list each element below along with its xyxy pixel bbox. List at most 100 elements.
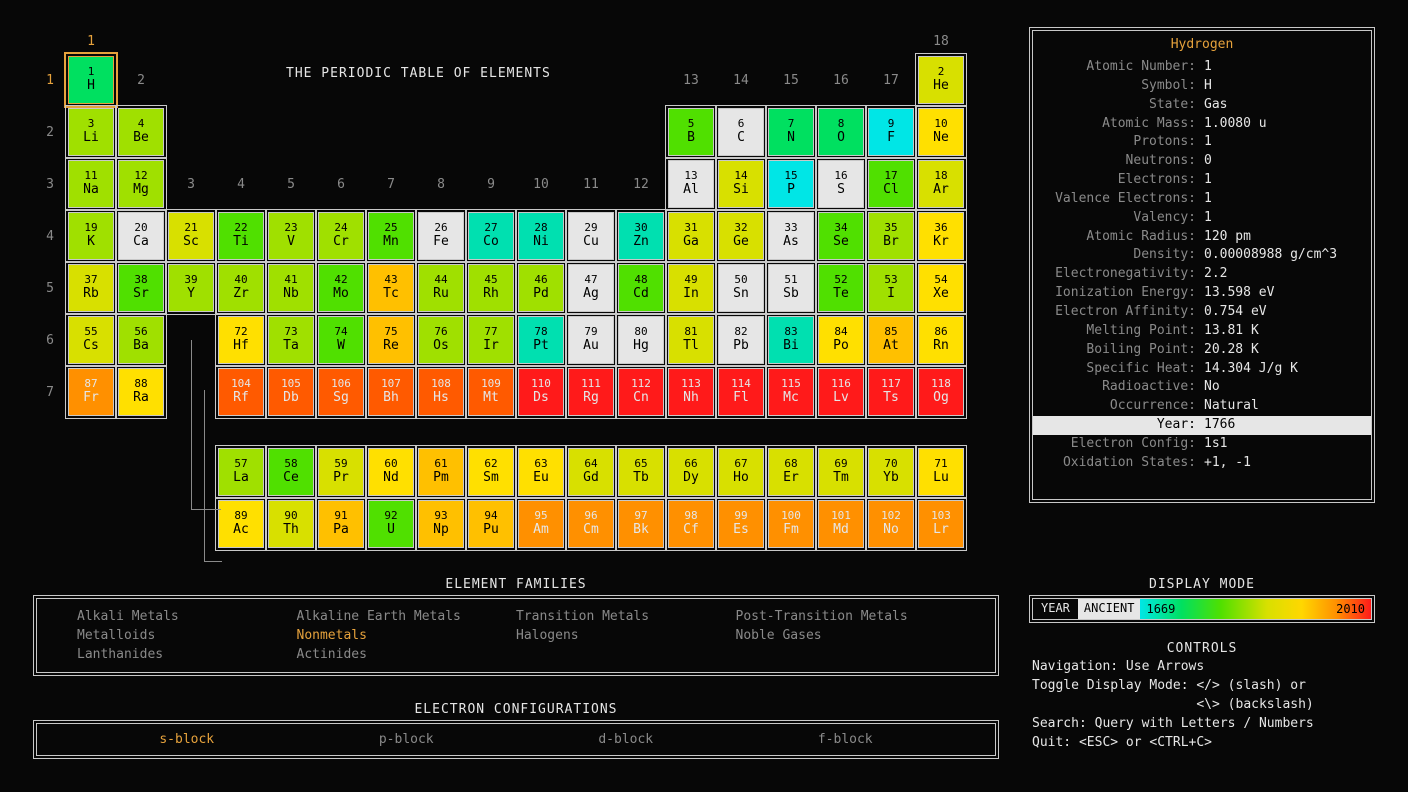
element-I[interactable]: 53I bbox=[868, 264, 914, 312]
element-Cf[interactable]: 98Cf bbox=[668, 500, 714, 548]
element-Sc[interactable]: 21Sc bbox=[168, 212, 214, 260]
element-Gd[interactable]: 64Gd bbox=[568, 448, 614, 496]
element-Ga[interactable]: 31Ga bbox=[668, 212, 714, 260]
element-Mt[interactable]: 109Mt bbox=[468, 368, 514, 416]
element-Xe[interactable]: 54Xe bbox=[918, 264, 964, 312]
element-Ca[interactable]: 20Ca bbox=[118, 212, 164, 260]
element-Rg[interactable]: 111Rg bbox=[568, 368, 614, 416]
econf-p-block[interactable]: p-block bbox=[297, 732, 517, 747]
family-halogens[interactable]: Halogens bbox=[516, 628, 736, 643]
element-K[interactable]: 19K bbox=[68, 212, 114, 260]
element-Rh[interactable]: 45Rh bbox=[468, 264, 514, 312]
element-Lv[interactable]: 116Lv bbox=[818, 368, 864, 416]
element-Mc[interactable]: 115Mc bbox=[768, 368, 814, 416]
element-Og[interactable]: 118Og bbox=[918, 368, 964, 416]
element-Mg[interactable]: 12Mg bbox=[118, 160, 164, 208]
element-Nb[interactable]: 41Nb bbox=[268, 264, 314, 312]
element-Ni[interactable]: 28Ni bbox=[518, 212, 564, 260]
element-Kr[interactable]: 36Kr bbox=[918, 212, 964, 260]
element-Tm[interactable]: 69Tm bbox=[818, 448, 864, 496]
element-Os[interactable]: 76Os bbox=[418, 316, 464, 364]
element-Dy[interactable]: 66Dy bbox=[668, 448, 714, 496]
element-In[interactable]: 49In bbox=[668, 264, 714, 312]
element-Ba[interactable]: 56Ba bbox=[118, 316, 164, 364]
element-S[interactable]: 16S bbox=[818, 160, 864, 208]
element-V[interactable]: 23V bbox=[268, 212, 314, 260]
element-Ti[interactable]: 22Ti bbox=[218, 212, 264, 260]
element-Sg[interactable]: 106Sg bbox=[318, 368, 364, 416]
econf-d-block[interactable]: d-block bbox=[516, 732, 736, 747]
element-Zn[interactable]: 30Zn bbox=[618, 212, 664, 260]
element-Hf[interactable]: 72Hf bbox=[218, 316, 264, 364]
element-Pb[interactable]: 82Pb bbox=[718, 316, 764, 364]
element-Pt[interactable]: 78Pt bbox=[518, 316, 564, 364]
element-Ge[interactable]: 32Ge bbox=[718, 212, 764, 260]
element-Nh[interactable]: 113Nh bbox=[668, 368, 714, 416]
family-nonmetals[interactable]: Nonmetals bbox=[297, 628, 517, 643]
element-Np[interactable]: 93Np bbox=[418, 500, 464, 548]
display-mode-bar[interactable]: YEAR ANCIENT 1669 2010 bbox=[1032, 598, 1372, 620]
family-alkaline-earth-metals[interactable]: Alkaline Earth Metals bbox=[297, 609, 517, 624]
element-Sm[interactable]: 62Sm bbox=[468, 448, 514, 496]
element-Sb[interactable]: 51Sb bbox=[768, 264, 814, 312]
element-Au[interactable]: 79Au bbox=[568, 316, 614, 364]
element-Ir[interactable]: 77Ir bbox=[468, 316, 514, 364]
element-No[interactable]: 102No bbox=[868, 500, 914, 548]
element-Am[interactable]: 95Am bbox=[518, 500, 564, 548]
element-F[interactable]: 9F bbox=[868, 108, 914, 156]
element-Mo[interactable]: 42Mo bbox=[318, 264, 364, 312]
element-Li[interactable]: 3Li bbox=[68, 108, 114, 156]
element-At[interactable]: 85At bbox=[868, 316, 914, 364]
element-Db[interactable]: 105Db bbox=[268, 368, 314, 416]
family-noble-gases[interactable]: Noble Gases bbox=[736, 628, 956, 643]
element-Pr[interactable]: 59Pr bbox=[318, 448, 364, 496]
element-Ho[interactable]: 67Ho bbox=[718, 448, 764, 496]
element-Br[interactable]: 35Br bbox=[868, 212, 914, 260]
family-lanthanides[interactable]: Lanthanides bbox=[77, 647, 297, 662]
element-Tl[interactable]: 81Tl bbox=[668, 316, 714, 364]
element-Tc[interactable]: 43Tc bbox=[368, 264, 414, 312]
element-Fm[interactable]: 100Fm bbox=[768, 500, 814, 548]
element-N[interactable]: 7N bbox=[768, 108, 814, 156]
element-Cr[interactable]: 24Cr bbox=[318, 212, 364, 260]
element-U[interactable]: 92U bbox=[368, 500, 414, 548]
element-Cd[interactable]: 48Cd bbox=[618, 264, 664, 312]
element-Na[interactable]: 11Na bbox=[68, 160, 114, 208]
econf-f-block[interactable]: f-block bbox=[736, 732, 956, 747]
element-Fl[interactable]: 114Fl bbox=[718, 368, 764, 416]
element-Hg[interactable]: 80Hg bbox=[618, 316, 664, 364]
element-Hs[interactable]: 108Hs bbox=[418, 368, 464, 416]
element-Yb[interactable]: 70Yb bbox=[868, 448, 914, 496]
family-alkali-metals[interactable]: Alkali Metals bbox=[77, 609, 297, 624]
element-Se[interactable]: 34Se bbox=[818, 212, 864, 260]
element-Ce[interactable]: 58Ce bbox=[268, 448, 314, 496]
element-Es[interactable]: 99Es bbox=[718, 500, 764, 548]
element-C[interactable]: 6C bbox=[718, 108, 764, 156]
element-W[interactable]: 74W bbox=[318, 316, 364, 364]
element-Tb[interactable]: 65Tb bbox=[618, 448, 664, 496]
element-Eu[interactable]: 63Eu bbox=[518, 448, 564, 496]
element-O[interactable]: 8O bbox=[818, 108, 864, 156]
element-Ra[interactable]: 88Ra bbox=[118, 368, 164, 416]
element-He[interactable]: 2He bbox=[918, 56, 964, 104]
element-Ta[interactable]: 73Ta bbox=[268, 316, 314, 364]
element-Th[interactable]: 90Th bbox=[268, 500, 314, 548]
family-post-transition-metals[interactable]: Post-Transition Metals bbox=[736, 609, 956, 624]
element-Co[interactable]: 27Co bbox=[468, 212, 514, 260]
element-La[interactable]: 57La bbox=[218, 448, 264, 496]
element-Pd[interactable]: 46Pd bbox=[518, 264, 564, 312]
element-Pu[interactable]: 94Pu bbox=[468, 500, 514, 548]
element-Re[interactable]: 75Re bbox=[368, 316, 414, 364]
element-As[interactable]: 33As bbox=[768, 212, 814, 260]
element-Nd[interactable]: 60Nd bbox=[368, 448, 414, 496]
element-Lr[interactable]: 103Lr bbox=[918, 500, 964, 548]
element-Bk[interactable]: 97Bk bbox=[618, 500, 664, 548]
element-Po[interactable]: 84Po bbox=[818, 316, 864, 364]
element-Fr[interactable]: 87Fr bbox=[68, 368, 114, 416]
element-Sr[interactable]: 38Sr bbox=[118, 264, 164, 312]
element-Cu[interactable]: 29Cu bbox=[568, 212, 614, 260]
family-transition-metals[interactable]: Transition Metals bbox=[516, 609, 736, 624]
element-Er[interactable]: 68Er bbox=[768, 448, 814, 496]
element-Be[interactable]: 4Be bbox=[118, 108, 164, 156]
element-Ru[interactable]: 44Ru bbox=[418, 264, 464, 312]
